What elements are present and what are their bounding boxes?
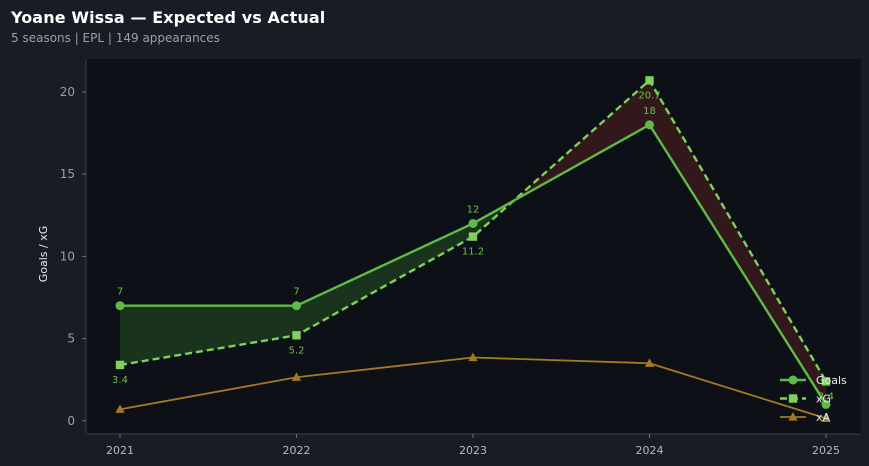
chart-title: Yoane Wissa — Expected vs Actual bbox=[11, 8, 326, 27]
goals-value-label: 7 bbox=[293, 287, 299, 298]
y-axis-title: Goals / xG bbox=[37, 226, 50, 283]
xg-point bbox=[468, 232, 478, 241]
x-tick-label: 2022 bbox=[283, 444, 311, 457]
xa-point bbox=[821, 413, 831, 422]
xg-value-label: 11.2 bbox=[462, 247, 484, 258]
x-tick-label: 2023 bbox=[459, 444, 487, 457]
data-labels: 7 7 12 18 3.4 5.2 11.2 20.7 2.4 bbox=[112, 90, 834, 402]
chart-header: Yoane Wissa — Expected vs Actual 5 seaso… bbox=[11, 8, 325, 45]
goals-point bbox=[292, 301, 301, 311]
xg-point bbox=[115, 360, 125, 370]
legend-xa-marker bbox=[788, 412, 798, 421]
goals-point bbox=[468, 218, 478, 228]
xa-point bbox=[468, 352, 478, 362]
goals-point bbox=[821, 399, 831, 409]
xa-point bbox=[115, 404, 125, 413]
y-tick-label: 5 bbox=[67, 332, 75, 346]
legend: Goals xG xA bbox=[780, 374, 847, 424]
fill-over-performance bbox=[473, 200, 514, 237]
x-tick-label: 2021 bbox=[106, 444, 134, 457]
goals-point bbox=[115, 301, 125, 311]
goals-value-label: 12 bbox=[467, 204, 480, 215]
y-tick-label: 10 bbox=[60, 249, 75, 263]
goals-value-label: 18 bbox=[643, 106, 656, 117]
fill-over-performance bbox=[296, 223, 473, 336]
legend-xg-marker bbox=[788, 394, 798, 403]
xa-point bbox=[644, 358, 655, 367]
fill-under-performance bbox=[513, 80, 650, 201]
y-tick-label: 15 bbox=[60, 167, 75, 181]
chart-subtitle: 5 seasons | EPL | 149 appearances bbox=[11, 31, 220, 45]
goals-value-label: 7 bbox=[117, 287, 123, 298]
difference-fills bbox=[120, 80, 826, 405]
xg-value-label: 3.4 bbox=[112, 375, 128, 386]
xa-point bbox=[291, 372, 302, 381]
xg-value-label: 2.4 bbox=[818, 391, 834, 402]
xg-point bbox=[821, 377, 831, 386]
xg-value-label: 20.7 bbox=[638, 90, 660, 101]
x-ticks: 2021 2022 2023 2024 2025 bbox=[106, 434, 840, 457]
fill-under-performance bbox=[649, 80, 826, 405]
x-tick-label: 2025 bbox=[812, 444, 840, 457]
legend-xg-label: xG bbox=[816, 393, 831, 406]
y-tick-label: 20 bbox=[60, 85, 75, 99]
y-tick-label: 0 bbox=[67, 414, 75, 428]
series-group bbox=[115, 76, 831, 422]
xg-value-label: 5.2 bbox=[289, 345, 305, 356]
xg-point bbox=[292, 331, 301, 340]
y-ticks: 0 5 10 15 20 bbox=[60, 85, 86, 428]
xg-point bbox=[645, 76, 654, 85]
fill-over-performance bbox=[120, 305, 297, 365]
legend-xa-label: xA bbox=[816, 411, 831, 424]
legend-goals-marker bbox=[788, 375, 798, 385]
x-tick-label: 2024 bbox=[636, 444, 664, 457]
goals-point bbox=[645, 120, 654, 130]
legend-goals-label: Goals bbox=[816, 374, 847, 387]
